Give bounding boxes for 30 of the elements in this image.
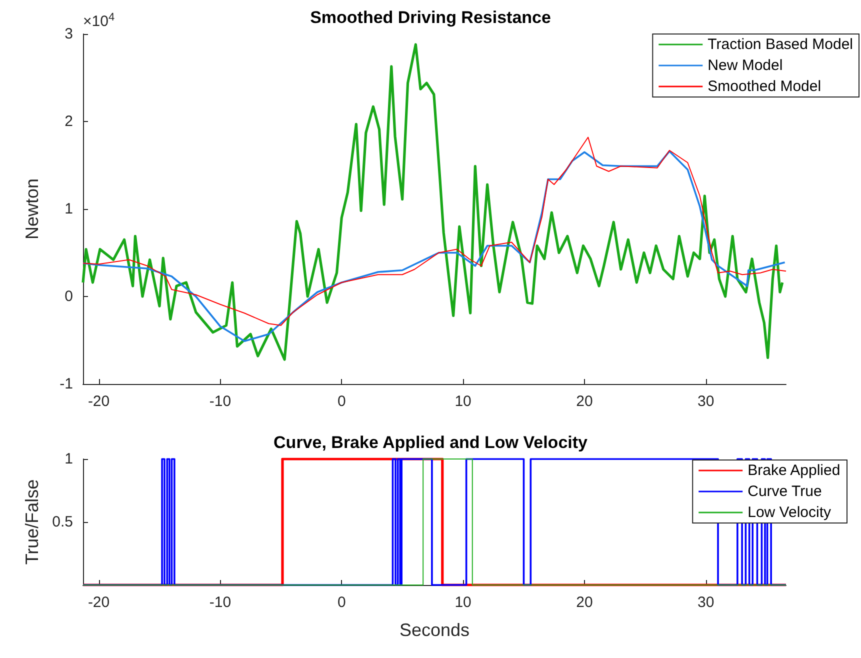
x-tick-label: 10 [454,393,472,410]
legend-label: Curve True [748,483,822,500]
chart-title: Curve, Brake Applied and Low Velocity [274,433,588,452]
y-tick-label: 0.5 [52,514,73,530]
y-tick-label: 1 [64,450,73,468]
x-tick-label: -10 [209,393,232,410]
x-axis-title: Seconds [399,620,470,640]
x-tick-label: 30 [698,594,714,611]
x-tick-label: 20 [576,393,593,410]
x-tick-label: -20 [88,393,110,410]
x-tick-label: -20 [88,594,110,611]
y-tick-label: 0 [64,288,73,305]
y-axis-title: Newton [22,178,42,240]
y-tick-label: 1 [64,200,73,218]
x-tick-label: 0 [337,393,346,410]
chart-title: Smoothed Driving Resistance [310,8,551,27]
x-tick-label: -10 [209,594,232,611]
legend-label: Low Velocity [748,504,832,521]
y-tick-label: 2 [64,113,73,130]
x-tick-label: 0 [337,594,346,611]
x-tick-label: 20 [576,594,593,611]
x-tick-label: 10 [454,594,472,611]
y-tick-label: -1 [60,376,73,392]
legend-label: Brake Applied [748,462,840,479]
y-axis-title: True/False [22,479,42,565]
x-tick-label: 30 [698,393,714,410]
legend-label: New Model [708,57,783,74]
y-tick-label: 3 [64,26,73,42]
legend-label: Smoothed Model [708,78,822,95]
legend-label: Traction Based Model [708,36,854,53]
